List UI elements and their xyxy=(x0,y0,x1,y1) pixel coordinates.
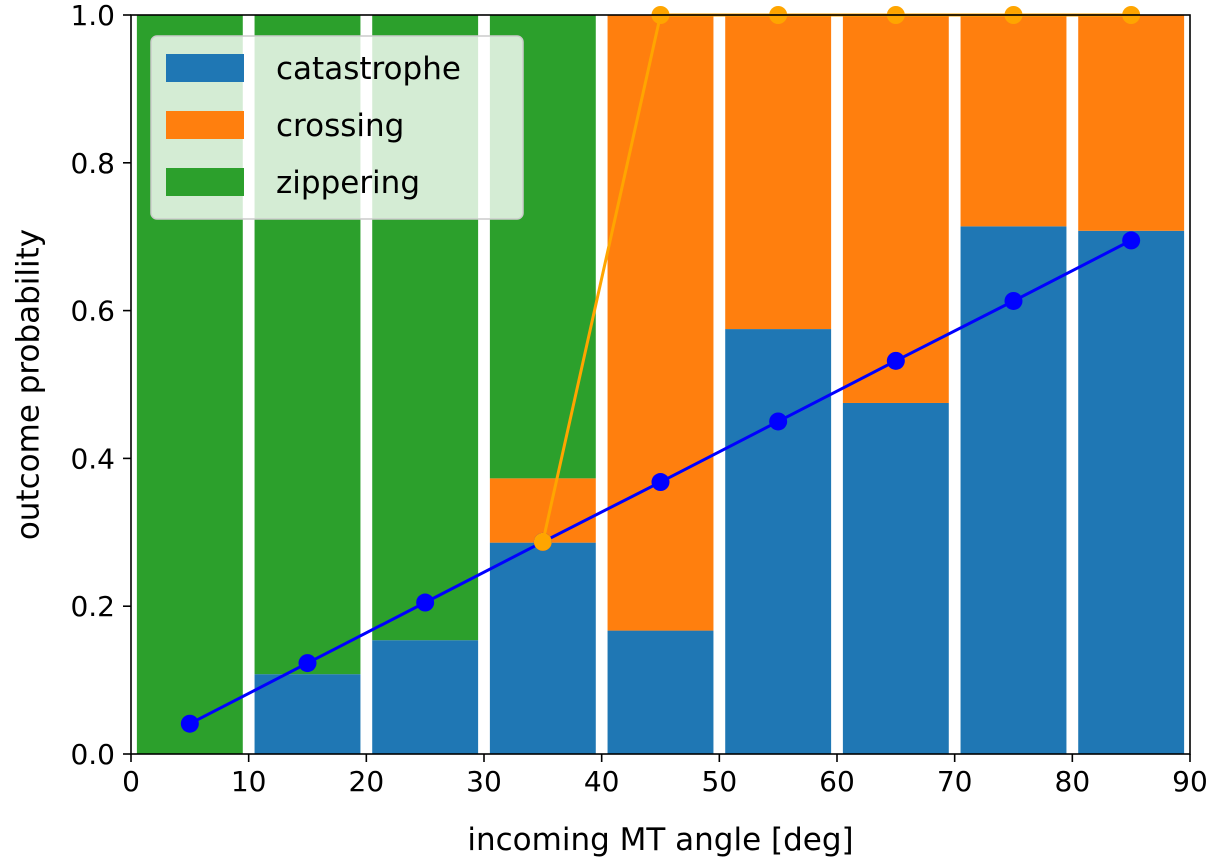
x-tick-label-50: 50 xyxy=(702,765,738,798)
bar-crossing-45 xyxy=(607,15,714,631)
bar-crossing-75 xyxy=(960,15,1067,227)
legend: catastrophe crossing zippering xyxy=(150,35,524,220)
x-tick-label-30: 30 xyxy=(466,765,502,798)
line-1-point-65 xyxy=(886,351,905,370)
line-1-point-45 xyxy=(651,473,670,492)
y-tick-label-0.8: 0.8 xyxy=(70,147,115,180)
x-tick-label-20: 20 xyxy=(349,765,385,798)
bar-crossing-55 xyxy=(725,15,832,330)
x-tick-label-60: 60 xyxy=(819,765,855,798)
legend-swatch-zippering xyxy=(166,168,244,196)
x-tick-label-70: 70 xyxy=(937,765,973,798)
bar-catastrophe-45 xyxy=(607,630,714,754)
y-tick-label-0: 0.0 xyxy=(70,738,115,771)
y-tick-label-0.4: 0.4 xyxy=(70,442,115,475)
bar-catastrophe-35 xyxy=(489,542,596,754)
y-tick-label-0.2: 0.2 xyxy=(70,590,115,623)
y-tick-label-0.6: 0.6 xyxy=(70,295,115,328)
x-tick-label-40: 40 xyxy=(584,765,620,798)
line-1-point-15 xyxy=(298,654,317,673)
legend-swatch-catastrophe xyxy=(166,54,244,82)
bar-crossing-65 xyxy=(842,15,949,403)
bars-layer xyxy=(136,15,1185,755)
bar-crossing-85 xyxy=(1078,15,1185,231)
bar-catastrophe-85 xyxy=(1078,230,1185,755)
legend-label-zippering: zippering xyxy=(276,165,420,201)
line-2-point-35 xyxy=(533,532,552,551)
x-tick-label-80: 80 xyxy=(1055,765,1091,798)
line-1-point-85 xyxy=(1122,231,1141,250)
bar-catastrophe-65 xyxy=(842,402,949,754)
x-tick-label-0: 0 xyxy=(122,765,140,798)
legend-label-crossing: crossing xyxy=(276,108,404,144)
line-1-point-55 xyxy=(769,412,788,431)
bar-catastrophe-75 xyxy=(960,226,1067,754)
legend-label-catastrophe: catastrophe xyxy=(276,51,461,87)
line-1-point-75 xyxy=(1004,291,1023,310)
y-tick-label-1: 1.0 xyxy=(70,0,115,32)
bar-catastrophe-15 xyxy=(254,674,361,754)
axes-layer: 0 10 20 30 40 50 60 70 80 90 0.0 0.2 0.4 0.6 0.8 1.0 xyxy=(70,0,1207,798)
x-tick-label-90: 90 xyxy=(1172,765,1208,798)
x-axis-label: incoming MT angle [deg] xyxy=(467,822,853,858)
legend-swatch-crossing xyxy=(166,111,244,139)
plot-frame xyxy=(130,14,1191,755)
x-tick-label-10: 10 xyxy=(231,765,267,798)
y-axis-label: outcome probability xyxy=(11,229,47,540)
bar-crossing-35 xyxy=(489,478,596,543)
bar-catastrophe-55 xyxy=(725,329,832,754)
bar-catastrophe-25 xyxy=(372,640,479,754)
line-1-point-5 xyxy=(180,714,199,733)
line-1-point-25 xyxy=(416,593,435,612)
